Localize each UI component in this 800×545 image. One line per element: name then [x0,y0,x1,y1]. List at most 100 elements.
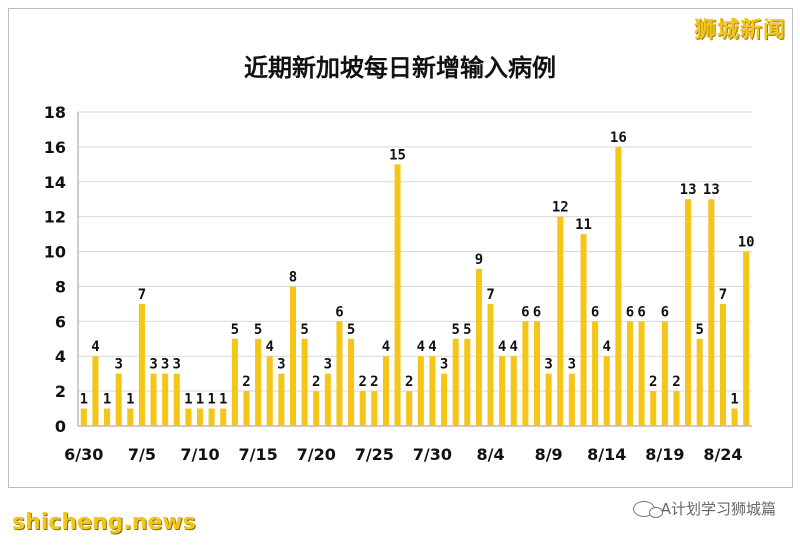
bar [522,321,529,426]
bar [661,321,668,426]
bar [533,321,541,426]
data-label: 2 [242,374,250,390]
data-label: 4 [498,339,506,355]
data-label: 11 [575,217,592,233]
data-label: 6 [626,304,634,320]
wechat-icon [632,500,663,518]
data-label: 3 [173,357,181,373]
x-tick-label: 7/5 [128,445,156,464]
bar [104,408,111,426]
bar [696,338,703,426]
x-tick-label: 7/30 [413,445,452,464]
bar [92,356,99,426]
data-label: 3 [440,357,448,373]
bar [138,303,145,426]
bar [255,338,262,426]
data-label: 4 [417,339,425,355]
data-label: 3 [568,357,576,373]
data-label: 3 [114,357,122,373]
data-label: 7 [138,287,146,303]
x-tick-label: 6/30 [64,445,103,464]
y-tick-label: 6 [55,312,66,331]
y-tick-label: 8 [55,277,66,296]
data-label: 7 [719,287,727,303]
data-label: 4 [91,339,99,355]
bar [266,356,273,426]
data-label: 6 [591,304,599,320]
data-label: 7 [486,287,494,303]
data-label: 2 [358,374,366,390]
bar [115,373,122,426]
bar [127,408,134,426]
x-tick-label: 7/10 [180,445,219,464]
data-label: 2 [649,374,657,390]
bar [371,391,378,426]
data-label: 2 [672,374,680,390]
data-label: 8 [289,269,297,285]
y-tick-label: 18 [44,103,66,122]
bar [336,321,343,426]
data-label: 9 [475,252,483,268]
y-tick-label: 12 [44,208,66,227]
data-label: 4 [603,339,611,355]
bar [487,303,494,426]
bar [603,356,610,426]
data-label: 6 [637,304,645,320]
data-label: 4 [428,339,436,355]
x-tick-label: 7/25 [355,445,394,464]
data-label: 5 [695,322,703,338]
bar [278,373,285,426]
bar [499,356,506,426]
x-tick-label: 8/14 [587,445,626,464]
data-label: 6 [661,304,669,320]
watermark-site: shicheng.news [12,510,196,535]
bar [650,391,657,426]
data-label: 5 [231,322,239,338]
data-label: 6 [533,304,541,320]
data-label: 13 [680,182,697,198]
x-tick-label: 7/20 [297,445,336,464]
data-label: 12 [552,200,569,216]
bar [173,373,180,426]
bar [406,391,413,426]
data-label: 1 [126,392,134,408]
data-label: 3 [324,357,332,373]
bar [743,251,750,426]
data-label: 10 [738,235,755,251]
data-label: 3 [277,357,285,373]
y-tick-label: 10 [44,243,66,262]
bar [592,321,599,426]
bar [150,373,157,426]
bar [510,356,517,426]
bar [289,286,297,426]
bar [475,269,482,426]
y-tick-label: 2 [55,382,66,401]
data-label: 1 [184,392,192,408]
data-label: 1 [80,392,88,408]
bar [626,321,634,426]
watermark-account-label: A计划学习狮城篇 [660,500,776,518]
y-tick-label: 16 [44,138,66,157]
data-label: 2 [370,374,378,390]
bar [429,356,436,426]
bar [313,391,320,426]
y-tick-label: 14 [44,173,66,192]
data-label: 1 [103,392,111,408]
data-label: 2 [312,374,320,390]
x-tick-label: 8/24 [703,445,742,464]
data-label: 5 [254,322,262,338]
bar [568,373,575,426]
watermark-account: A计划学习狮城篇 [632,498,776,519]
bar [185,408,192,426]
bar [441,373,448,426]
bar [162,373,169,426]
data-label: 4 [382,339,390,355]
data-label: 13 [703,182,720,198]
bar [324,373,331,426]
bar [545,373,552,426]
bar [615,146,622,426]
data-label: 1 [730,392,738,408]
data-label: 1 [196,392,204,408]
bar [208,408,215,426]
